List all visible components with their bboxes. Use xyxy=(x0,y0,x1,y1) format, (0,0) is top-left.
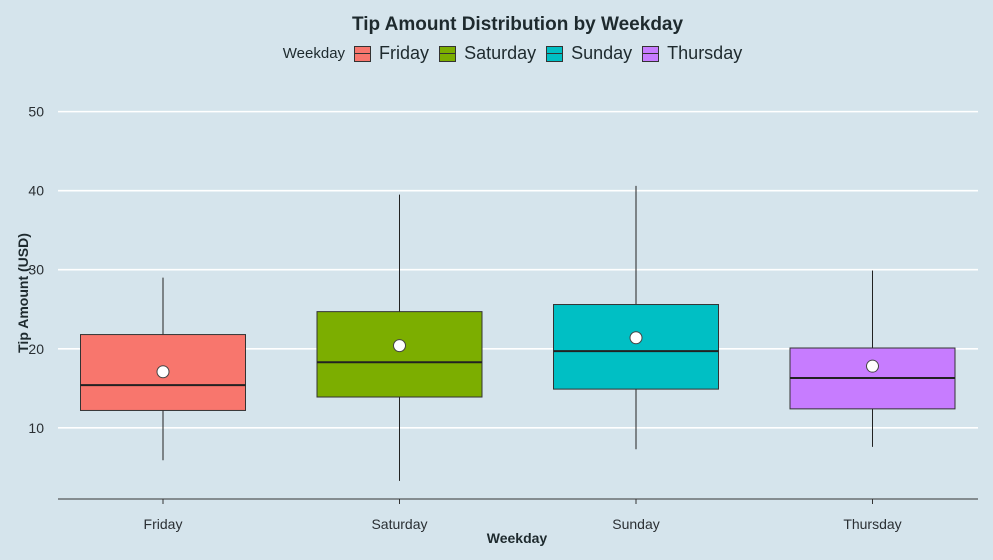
x-axis-label: Weekday xyxy=(487,530,548,546)
box-sunday xyxy=(554,305,719,390)
mean-point-friday xyxy=(157,366,169,378)
x-tick-label-friday: Friday xyxy=(144,516,183,532)
x-tick-label-saturday: Saturday xyxy=(371,516,427,532)
y-tick-label: 40 xyxy=(28,183,44,199)
box-saturday xyxy=(317,312,482,397)
mean-point-saturday xyxy=(394,340,406,352)
mean-point-sunday xyxy=(630,332,642,344)
y-axis-label: Tip Amount (USD) xyxy=(15,233,31,353)
x-tick-label-sunday: Sunday xyxy=(612,516,659,532)
y-tick-label: 50 xyxy=(28,104,44,120)
x-tick-label-thursday: Thursday xyxy=(843,516,901,532)
boxes xyxy=(81,186,956,481)
y-tick-label: 10 xyxy=(28,420,44,436)
mean-point-thursday xyxy=(867,360,879,372)
